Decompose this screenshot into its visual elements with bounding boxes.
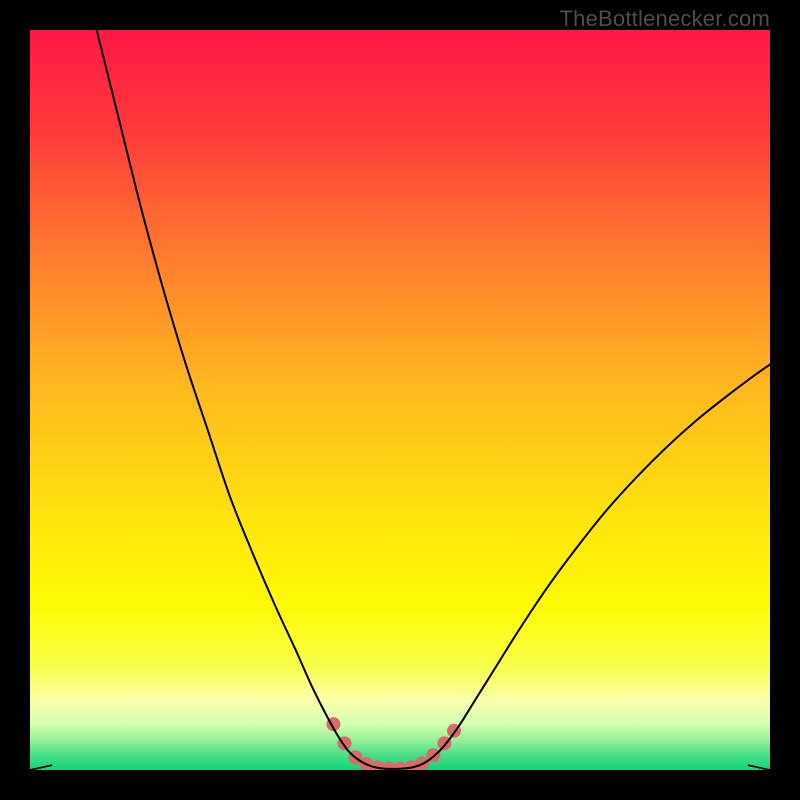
gradient-background <box>30 30 770 770</box>
stage: TheBottlenecker.com <box>0 0 800 800</box>
watermark-text: TheBottlenecker.com <box>560 6 770 32</box>
plot-area <box>30 30 770 770</box>
chart-svg <box>30 30 770 770</box>
